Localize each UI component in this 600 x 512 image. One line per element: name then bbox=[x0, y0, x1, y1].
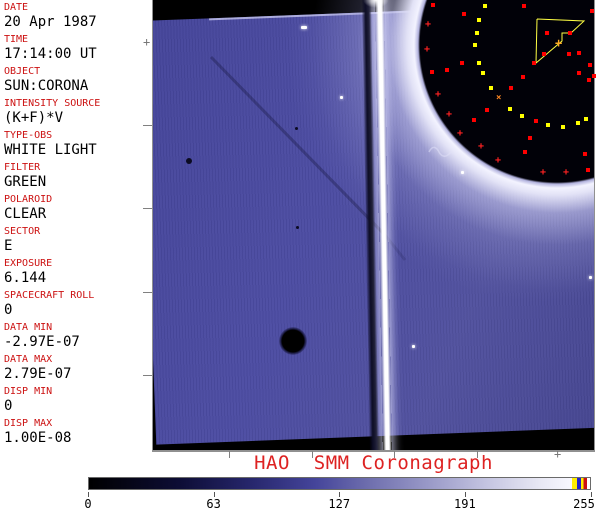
metadata-field: DATA MIN -2.97E-07 bbox=[4, 322, 149, 354]
field-value: (K+F)*V bbox=[4, 110, 64, 126]
field-label: OBJECT bbox=[4, 66, 41, 77]
field-label: TIME bbox=[4, 34, 29, 45]
field-value: 17:14:00 UT bbox=[4, 46, 97, 62]
metadata-field: DATA MAX 2.79E-07 bbox=[4, 354, 149, 386]
dark-spot bbox=[295, 225, 299, 229]
dark-spot bbox=[186, 158, 192, 164]
metadata-field: TYPE-OBS WHITE LIGHT bbox=[4, 130, 149, 162]
metadata-field: DISP MAX 1.00E-08 bbox=[4, 418, 149, 450]
field-label: DATA MIN bbox=[4, 322, 53, 333]
colorbar-tick-label: 127 bbox=[328, 497, 351, 511]
metadata-field: POLAROID CLEAR bbox=[4, 194, 149, 226]
field-value: GREEN bbox=[4, 174, 47, 190]
field-value: 2.79E-07 bbox=[4, 366, 72, 382]
field-label: DATA MAX bbox=[4, 354, 53, 365]
metadata-field: INTENSITY SOURCE (K+F)*V bbox=[4, 98, 149, 130]
colorbar-tick bbox=[339, 492, 341, 497]
white-speck bbox=[301, 25, 307, 29]
field-value: 20 Apr 1987 bbox=[4, 14, 97, 30]
colorbar-tick bbox=[590, 492, 592, 497]
field-value: CLEAR bbox=[4, 206, 47, 222]
field-value: -2.97E-07 bbox=[4, 334, 80, 350]
colorbar-tick bbox=[213, 492, 215, 497]
white-speck bbox=[411, 344, 415, 348]
metadata-field: FILTER GREEN bbox=[4, 162, 149, 194]
field-label: EXPOSURE bbox=[4, 258, 53, 269]
field-label: INTENSITY SOURCE bbox=[4, 98, 101, 109]
colorbar-tick bbox=[464, 492, 466, 497]
metadata-field: SECTOR E bbox=[4, 226, 149, 258]
intensity-colorbar bbox=[88, 477, 591, 490]
metadata-field: TIME 17:14:00 UT bbox=[4, 34, 149, 66]
colorbar-tick-label: 255 bbox=[573, 497, 595, 511]
field-label: TYPE-OBS bbox=[4, 130, 53, 141]
image-title: HAO SMM Coronagraph bbox=[254, 452, 493, 474]
colorbar-tick bbox=[88, 492, 89, 497]
metadata-field: OBJECT SUN:CORONA bbox=[4, 66, 149, 98]
field-label: DISP MAX bbox=[4, 418, 53, 429]
colorbar-tick-label: 63 bbox=[206, 497, 221, 511]
field-value: E bbox=[4, 238, 13, 254]
field-value: SUN:CORONA bbox=[4, 78, 89, 94]
field-label: POLAROID bbox=[4, 194, 53, 205]
metadata-field: DATE 20 Apr 1987 bbox=[4, 2, 149, 34]
field-label: SPACECRAFT ROLL bbox=[4, 290, 95, 301]
colorbar-tick-label: 0 bbox=[84, 497, 92, 511]
field-value: 0 bbox=[4, 398, 13, 414]
occulter-disk bbox=[277, 0, 594, 325]
white-speck bbox=[460, 170, 464, 174]
dark-spot bbox=[294, 126, 298, 130]
field-value: 1.00E-08 bbox=[4, 430, 72, 446]
field-label: DISP MIN bbox=[4, 386, 53, 397]
metadata-field: EXPOSURE 6.144 bbox=[4, 258, 149, 290]
metadata-panel: DATE 20 Apr 1987 TIME 17:14:00 UT OBJECT SUN:… bbox=[4, 2, 149, 450]
metadata-field: SPACECRAFT ROLL 0 bbox=[4, 290, 149, 322]
colorbar-tick-label: 191 bbox=[454, 497, 476, 511]
field-label: DATE bbox=[4, 2, 29, 13]
field-label: FILTER bbox=[4, 162, 41, 173]
field-label: SECTOR bbox=[4, 226, 41, 237]
field-value: WHITE LIGHT bbox=[4, 142, 97, 158]
white-speck bbox=[339, 95, 343, 99]
field-value: 6.144 bbox=[4, 270, 47, 286]
dark-blob bbox=[279, 327, 307, 355]
white-speck bbox=[588, 275, 592, 279]
field-value: 0 bbox=[4, 302, 13, 318]
metadata-field: DISP MIN 0 bbox=[4, 386, 149, 418]
coronagraph-image-frame bbox=[152, 0, 595, 452]
